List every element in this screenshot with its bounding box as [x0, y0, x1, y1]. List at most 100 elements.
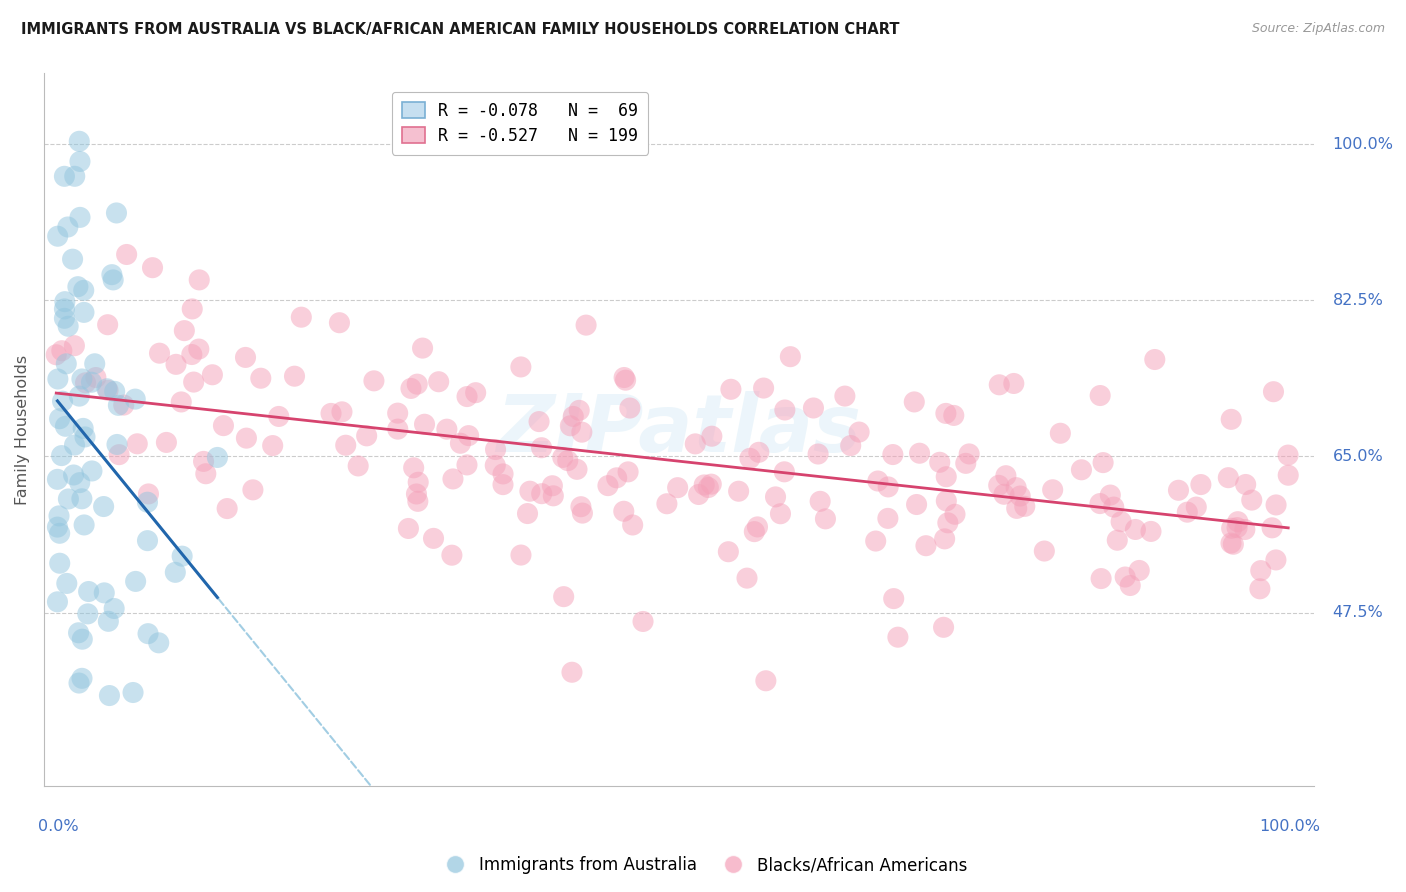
- Point: [1220, 536, 1243, 550]
- Point: [613, 370, 636, 384]
- Point: [138, 487, 160, 501]
- Point: [193, 454, 215, 468]
- Point: [319, 406, 342, 420]
- Point: [165, 357, 187, 371]
- Point: [105, 437, 128, 451]
- Point: [492, 467, 515, 481]
- Point: [235, 431, 257, 445]
- Point: [46, 472, 69, 486]
- Point: [148, 636, 170, 650]
- Point: [413, 417, 436, 432]
- Point: [328, 316, 350, 330]
- Point: [935, 406, 957, 420]
- Point: [1014, 500, 1036, 514]
- Point: [1010, 489, 1032, 503]
- Point: [207, 450, 229, 465]
- Point: [72, 421, 94, 435]
- Point: [1049, 426, 1071, 441]
- Point: [1234, 477, 1257, 491]
- Point: [905, 498, 928, 512]
- Point: [148, 346, 170, 360]
- Point: [330, 405, 353, 419]
- Point: [543, 489, 565, 503]
- Point: [101, 268, 124, 282]
- Point: [124, 392, 146, 406]
- Point: [456, 458, 478, 472]
- Point: [688, 487, 710, 501]
- Point: [53, 169, 76, 184]
- Legend: R = -0.078   N =  69, R = -0.527   N = 199: R = -0.078 N = 69, R = -0.527 N = 199: [392, 92, 648, 154]
- Point: [1185, 500, 1208, 514]
- Text: 100.0%: 100.0%: [1333, 136, 1393, 152]
- Point: [1265, 498, 1288, 512]
- Point: [136, 533, 159, 548]
- Point: [48, 556, 70, 570]
- Point: [936, 516, 959, 530]
- Point: [516, 507, 538, 521]
- Point: [987, 478, 1010, 492]
- Point: [1090, 572, 1112, 586]
- Point: [1277, 448, 1299, 462]
- Y-axis label: Family Households: Family Households: [15, 355, 30, 505]
- Point: [606, 471, 628, 485]
- Point: [773, 403, 796, 417]
- Point: [1088, 497, 1111, 511]
- Point: [335, 438, 357, 452]
- Point: [399, 381, 422, 395]
- Point: [77, 584, 100, 599]
- Point: [720, 382, 742, 396]
- Point: [396, 521, 419, 535]
- Point: [112, 398, 135, 412]
- Text: 65.0%: 65.0%: [1333, 449, 1384, 464]
- Point: [440, 548, 463, 562]
- Point: [183, 375, 205, 389]
- Point: [1220, 412, 1243, 426]
- Point: [1070, 463, 1092, 477]
- Point: [568, 403, 591, 417]
- Point: [747, 520, 769, 534]
- Point: [1167, 483, 1189, 498]
- Point: [63, 438, 86, 452]
- Point: [67, 134, 90, 148]
- Point: [509, 359, 531, 374]
- Point: [908, 446, 931, 460]
- Point: [93, 500, 115, 514]
- Point: [915, 539, 938, 553]
- Point: [530, 441, 553, 455]
- Point: [1088, 388, 1111, 402]
- Point: [752, 381, 775, 395]
- Point: [69, 211, 91, 225]
- Point: [1099, 488, 1122, 502]
- Point: [212, 418, 235, 433]
- Point: [242, 483, 264, 497]
- Point: [1102, 500, 1125, 514]
- Point: [46, 595, 69, 609]
- Point: [70, 372, 93, 386]
- Point: [56, 576, 79, 591]
- Point: [1222, 537, 1244, 551]
- Point: [122, 685, 145, 699]
- Point: [755, 673, 778, 688]
- Point: [613, 504, 636, 518]
- Point: [217, 501, 239, 516]
- Point: [83, 357, 105, 371]
- Point: [267, 409, 290, 424]
- Point: [56, 219, 79, 234]
- Point: [63, 169, 86, 184]
- Point: [105, 206, 128, 220]
- Point: [51, 449, 73, 463]
- Point: [427, 375, 450, 389]
- Point: [934, 532, 956, 546]
- Text: IMMIGRANTS FROM AUSTRALIA VS BLACK/AFRICAN AMERICAN FAMILY HOUSEHOLDS CORRELATIO: IMMIGRANTS FROM AUSTRALIA VS BLACK/AFRIC…: [21, 22, 900, 37]
- Point: [1233, 523, 1256, 537]
- Point: [124, 574, 146, 589]
- Point: [484, 442, 506, 457]
- Point: [738, 451, 761, 466]
- Point: [1249, 582, 1271, 596]
- Point: [73, 305, 96, 319]
- Point: [596, 478, 619, 492]
- Point: [249, 371, 271, 385]
- Text: Source: ZipAtlas.com: Source: ZipAtlas.com: [1251, 22, 1385, 36]
- Point: [839, 439, 862, 453]
- Point: [993, 487, 1015, 501]
